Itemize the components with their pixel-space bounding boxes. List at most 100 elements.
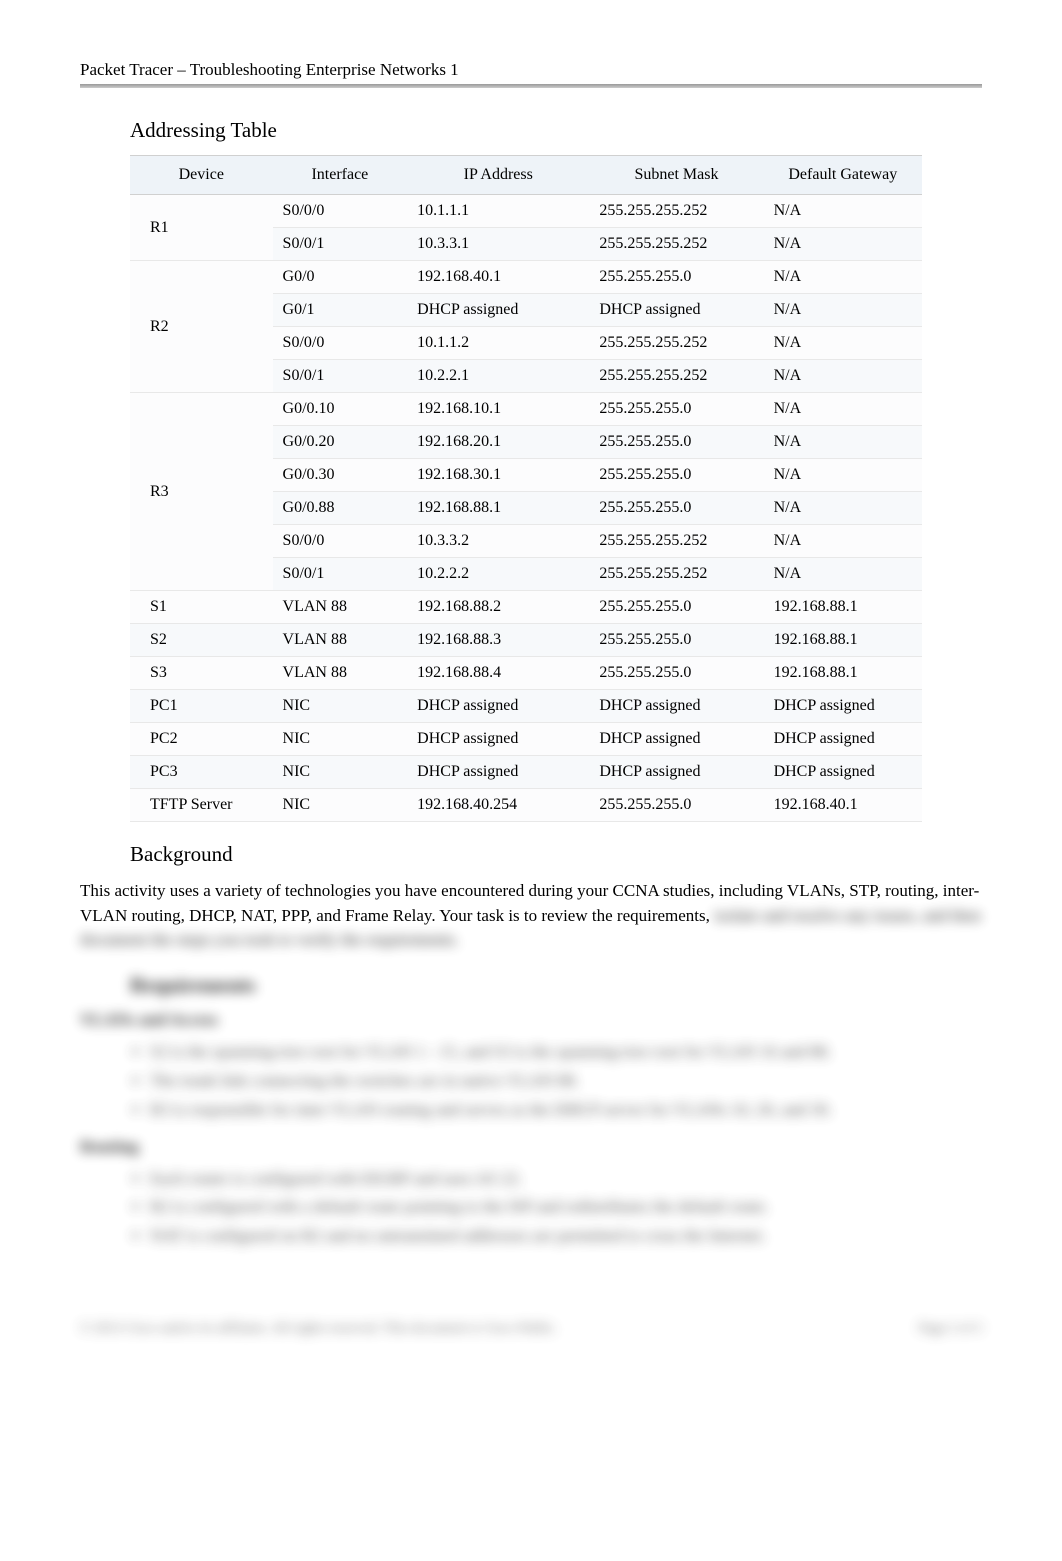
th-ip: IP Address	[407, 156, 589, 195]
addressing-table-title: Addressing Table	[130, 118, 982, 143]
cell-mask: 255.255.255.0	[589, 426, 763, 459]
cell-ip: 192.168.88.3	[407, 624, 589, 657]
cell-gw: N/A	[764, 393, 922, 426]
table-row: S3VLAN 88192.168.88.4255.255.255.0192.16…	[130, 657, 922, 690]
background-text: This activity uses a variety of technolo…	[80, 879, 982, 953]
cell-gw: N/A	[764, 426, 922, 459]
cell-gw: N/A	[764, 195, 922, 228]
cell-gw: N/A	[764, 558, 922, 591]
cell-iface: G0/0.20	[273, 426, 408, 459]
cell-mask: 255.255.255.0	[589, 657, 763, 690]
cell-ip: 10.3.3.2	[407, 525, 589, 558]
list-item: Each router is configured with EIGRP and…	[150, 1165, 982, 1194]
cell-device: S2	[130, 624, 273, 657]
cell-mask: 255.255.255.0	[589, 624, 763, 657]
cell-device: PC2	[130, 723, 273, 756]
cell-iface: NIC	[273, 723, 408, 756]
background-title: Background	[130, 842, 982, 867]
cell-mask: 255.255.255.0	[589, 459, 763, 492]
cell-device: S1	[130, 591, 273, 624]
cell-ip: 192.168.88.2	[407, 591, 589, 624]
page-footer: © 2013 Cisco and/or its affiliates. All …	[80, 1321, 982, 1337]
cell-ip: 10.3.3.1	[407, 228, 589, 261]
cell-mask: 255.255.255.0	[589, 789, 763, 822]
list-item: R3 is responsible for inter VLAN routing…	[150, 1096, 982, 1125]
cell-gw: N/A	[764, 525, 922, 558]
table-row: S2VLAN 88192.168.88.3255.255.255.0192.16…	[130, 624, 922, 657]
cell-ip: 10.1.1.2	[407, 327, 589, 360]
cell-ip: 192.168.30.1	[407, 459, 589, 492]
cell-ip: DHCP assigned	[407, 690, 589, 723]
cell-iface: NIC	[273, 756, 408, 789]
cell-iface: NIC	[273, 690, 408, 723]
cell-ip: DHCP assigned	[407, 723, 589, 756]
cell-mask: DHCP assigned	[589, 756, 763, 789]
cell-iface: S0/0/0	[273, 327, 408, 360]
addressing-table: Device Interface IP Address Subnet Mask …	[130, 155, 922, 822]
table-row: PC3NICDHCP assignedDHCP assignedDHCP ass…	[130, 756, 922, 789]
addressing-table-container: Device Interface IP Address Subnet Mask …	[130, 155, 922, 822]
cell-iface: VLAN 88	[273, 624, 408, 657]
cell-ip: 10.2.2.1	[407, 360, 589, 393]
list-item: R2 is configured with a default route po…	[150, 1193, 982, 1222]
cell-gw: 192.168.88.1	[764, 591, 922, 624]
table-body: R1S0/0/010.1.1.1255.255.255.252N/AS0/0/1…	[130, 195, 922, 822]
cell-ip: 192.168.40.254	[407, 789, 589, 822]
cell-iface: G0/0.10	[273, 393, 408, 426]
cell-device: R3	[130, 393, 273, 591]
cell-gw: N/A	[764, 492, 922, 525]
cell-iface: G0/0.30	[273, 459, 408, 492]
cell-gw: N/A	[764, 327, 922, 360]
cell-iface: G0/1	[273, 294, 408, 327]
cell-ip: 10.2.2.2	[407, 558, 589, 591]
cell-iface: VLAN 88	[273, 657, 408, 690]
cell-mask: 255.255.255.0	[589, 492, 763, 525]
table-row: PC2NICDHCP assignedDHCP assignedDHCP ass…	[130, 723, 922, 756]
cell-ip: 192.168.20.1	[407, 426, 589, 459]
cell-iface: S0/0/1	[273, 360, 408, 393]
cell-iface: G0/0	[273, 261, 408, 294]
cell-ip: 192.168.88.1	[407, 492, 589, 525]
requirements-title: Requirements	[130, 973, 982, 998]
cell-iface: S0/0/1	[273, 558, 408, 591]
cell-mask: 255.255.255.0	[589, 591, 763, 624]
list-item: NAT is configured on R2 and no untransla…	[150, 1222, 982, 1251]
cell-gw: 192.168.40.1	[764, 789, 922, 822]
cell-device: PC3	[130, 756, 273, 789]
cell-ip: 10.1.1.1	[407, 195, 589, 228]
cell-ip: 192.168.40.1	[407, 261, 589, 294]
sub-heading-routing: Routing	[80, 1137, 982, 1157]
sub-heading-vlans: VLANs and Access	[80, 1010, 982, 1030]
cell-device: PC1	[130, 690, 273, 723]
cell-mask: 255.255.255.252	[589, 360, 763, 393]
cell-mask: 255.255.255.252	[589, 327, 763, 360]
cell-iface: G0/0.88	[273, 492, 408, 525]
list-item: The trunk link connecting the switches a…	[150, 1067, 982, 1096]
cell-gw: DHCP assigned	[764, 723, 922, 756]
cell-device: R1	[130, 195, 273, 261]
cell-mask: 255.255.255.252	[589, 228, 763, 261]
th-interface: Interface	[273, 156, 408, 195]
req-list-2: Each router is configured with EIGRP and…	[150, 1165, 982, 1252]
cell-mask: 255.255.255.252	[589, 525, 763, 558]
cell-device: R2	[130, 261, 273, 393]
cell-iface: S0/0/1	[273, 228, 408, 261]
table-row: R2G0/0192.168.40.1255.255.255.0N/A	[130, 261, 922, 294]
cell-gw: N/A	[764, 459, 922, 492]
cell-mask: 255.255.255.0	[589, 393, 763, 426]
cell-mask: DHCP assigned	[589, 690, 763, 723]
table-row: PC1NICDHCP assignedDHCP assignedDHCP ass…	[130, 690, 922, 723]
th-device: Device	[130, 156, 273, 195]
footer-left: © 2013 Cisco and/or its affiliates. All …	[80, 1321, 558, 1337]
cell-device: TFTP Server	[130, 789, 273, 822]
requirements-blurred-section: Requirements VLANs and Access S2 is the …	[80, 973, 982, 1251]
cell-iface: S0/0/0	[273, 525, 408, 558]
cell-gw: 192.168.88.1	[764, 657, 922, 690]
cell-gw: DHCP assigned	[764, 756, 922, 789]
cell-mask: DHCP assigned	[589, 723, 763, 756]
footer-right: Page 2 of 3	[919, 1321, 982, 1337]
cell-ip: 192.168.10.1	[407, 393, 589, 426]
cell-ip: DHCP assigned	[407, 756, 589, 789]
cell-device: S3	[130, 657, 273, 690]
th-mask: Subnet Mask	[589, 156, 763, 195]
